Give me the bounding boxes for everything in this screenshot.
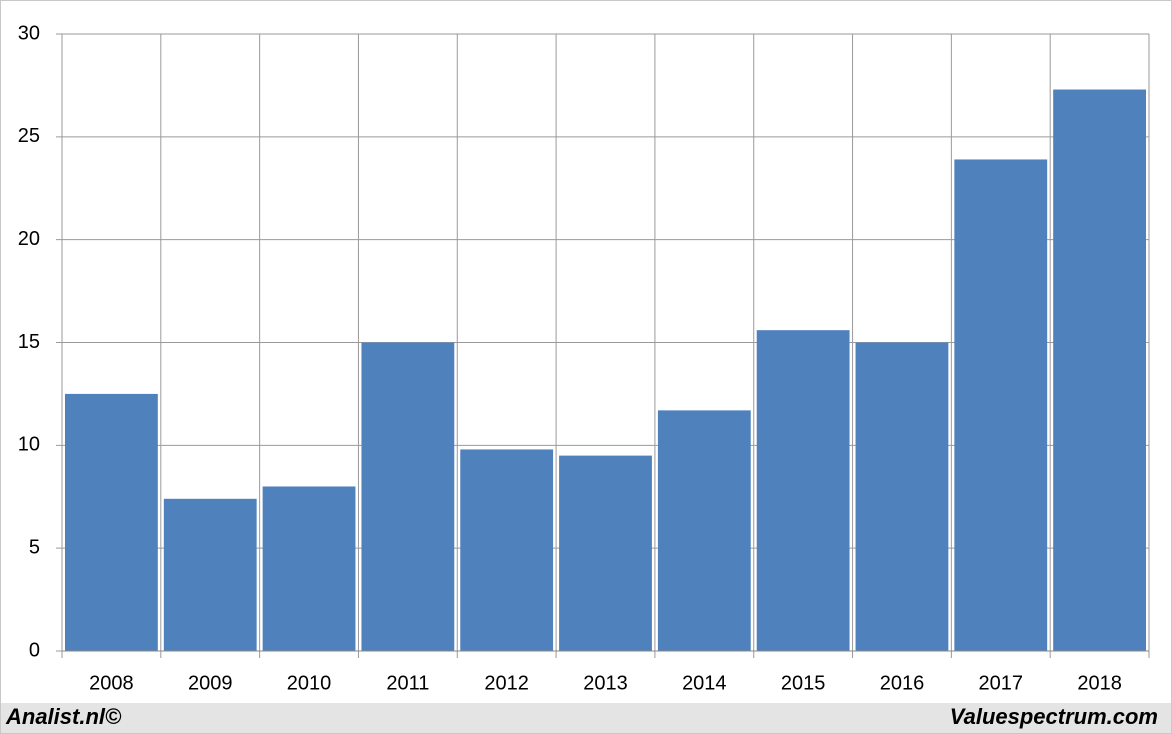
bar bbox=[756, 330, 850, 651]
bar bbox=[657, 410, 751, 651]
bar bbox=[163, 498, 257, 651]
x-tick-label: 2010 bbox=[287, 672, 332, 694]
y-tick-label: 10 bbox=[18, 434, 40, 456]
bar bbox=[954, 159, 1048, 651]
bar bbox=[460, 449, 554, 651]
bar bbox=[361, 342, 455, 651]
x-tick-label: 2017 bbox=[979, 672, 1024, 694]
x-tick-label: 2018 bbox=[1077, 672, 1122, 694]
y-tick-label: 15 bbox=[18, 331, 40, 353]
x-tick-label: 2016 bbox=[880, 672, 925, 694]
bar bbox=[559, 455, 652, 651]
bar bbox=[1053, 89, 1146, 651]
bar bbox=[65, 393, 158, 651]
x-tick-label: 2012 bbox=[484, 672, 529, 694]
x-tick-label: 2008 bbox=[89, 672, 134, 694]
x-tick-label: 2015 bbox=[781, 672, 826, 694]
x-tick-label: 2009 bbox=[188, 672, 233, 694]
x-tick-label: 2014 bbox=[682, 672, 727, 694]
y-tick-label: 20 bbox=[18, 228, 40, 250]
y-tick-label: 5 bbox=[29, 536, 40, 558]
credit-left: Analist.nl© bbox=[5, 704, 122, 729]
y-tick-label: 0 bbox=[29, 639, 40, 661]
credit-right: Valuespectrum.com bbox=[950, 704, 1158, 729]
y-tick-label: 30 bbox=[18, 22, 40, 44]
bar bbox=[262, 486, 356, 651]
x-tick-label: 2011 bbox=[386, 672, 429, 694]
bar bbox=[855, 342, 949, 651]
footer-band bbox=[1, 703, 1171, 733]
y-tick-label: 25 bbox=[18, 125, 40, 147]
x-tick-label: 2013 bbox=[583, 672, 628, 694]
